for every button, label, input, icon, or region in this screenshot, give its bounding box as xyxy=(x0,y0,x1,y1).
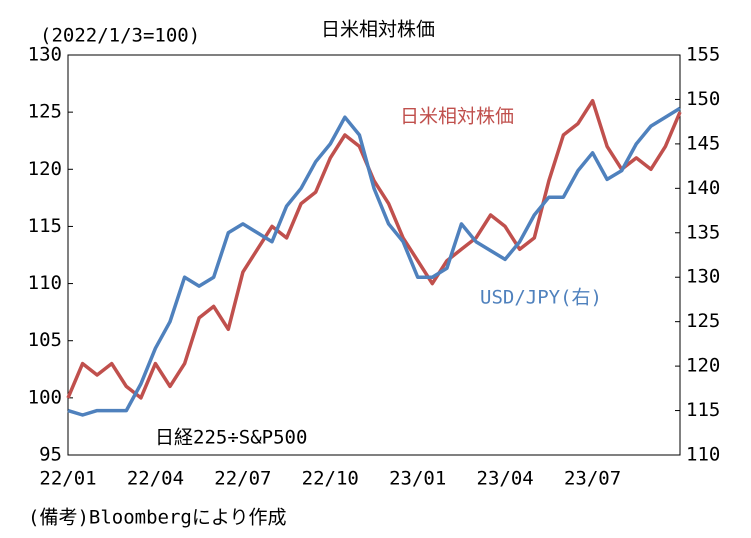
y2-tick-label: 150 xyxy=(686,88,720,110)
x-tick-label: 22/01 xyxy=(39,468,96,490)
x-tick-label: 22/04 xyxy=(127,468,184,490)
y-tick-label: 125 xyxy=(28,101,62,123)
x-tick-label: 23/07 xyxy=(564,468,621,490)
y-tick-label: 120 xyxy=(28,158,62,180)
y-tick-label: 100 xyxy=(28,386,62,408)
series-label: USD/JPY(右) xyxy=(480,287,602,309)
y2-tick-label: 145 xyxy=(686,132,720,154)
unit-note: (2022/1/3=100) xyxy=(40,25,200,47)
y2-tick-label: 120 xyxy=(686,355,720,377)
series-label: 日米相対株価 xyxy=(400,106,514,128)
x-tick-label: 23/04 xyxy=(477,468,534,490)
series-line xyxy=(66,98,682,400)
y2-tick-label: 155 xyxy=(686,44,720,66)
y2-tick-label: 140 xyxy=(686,177,720,199)
y2-tick-label: 130 xyxy=(686,266,720,288)
annotation: 日経225÷S&P500 xyxy=(155,427,307,449)
y2-tick-label: 135 xyxy=(686,221,720,243)
y-tick-label: 95 xyxy=(39,444,62,466)
chart-title: 日米相対株価 xyxy=(321,19,435,41)
y-tick-label: 110 xyxy=(28,272,62,294)
y-tick-label: 105 xyxy=(28,329,62,351)
x-tick-label: 22/07 xyxy=(214,468,271,490)
x-tick-label: 22/10 xyxy=(302,468,359,490)
y2-tick-label: 115 xyxy=(686,399,720,421)
y2-tick-label: 125 xyxy=(686,310,720,332)
series-line xyxy=(67,106,681,417)
x-tick-label: 23/01 xyxy=(389,468,446,490)
footnote: (備考)Bloombergにより作成 xyxy=(28,507,286,529)
plot-frame xyxy=(67,54,681,456)
y-tick-label: 115 xyxy=(28,215,62,237)
y2-tick-label: 110 xyxy=(686,444,720,466)
y-tick-label: 130 xyxy=(28,44,62,66)
